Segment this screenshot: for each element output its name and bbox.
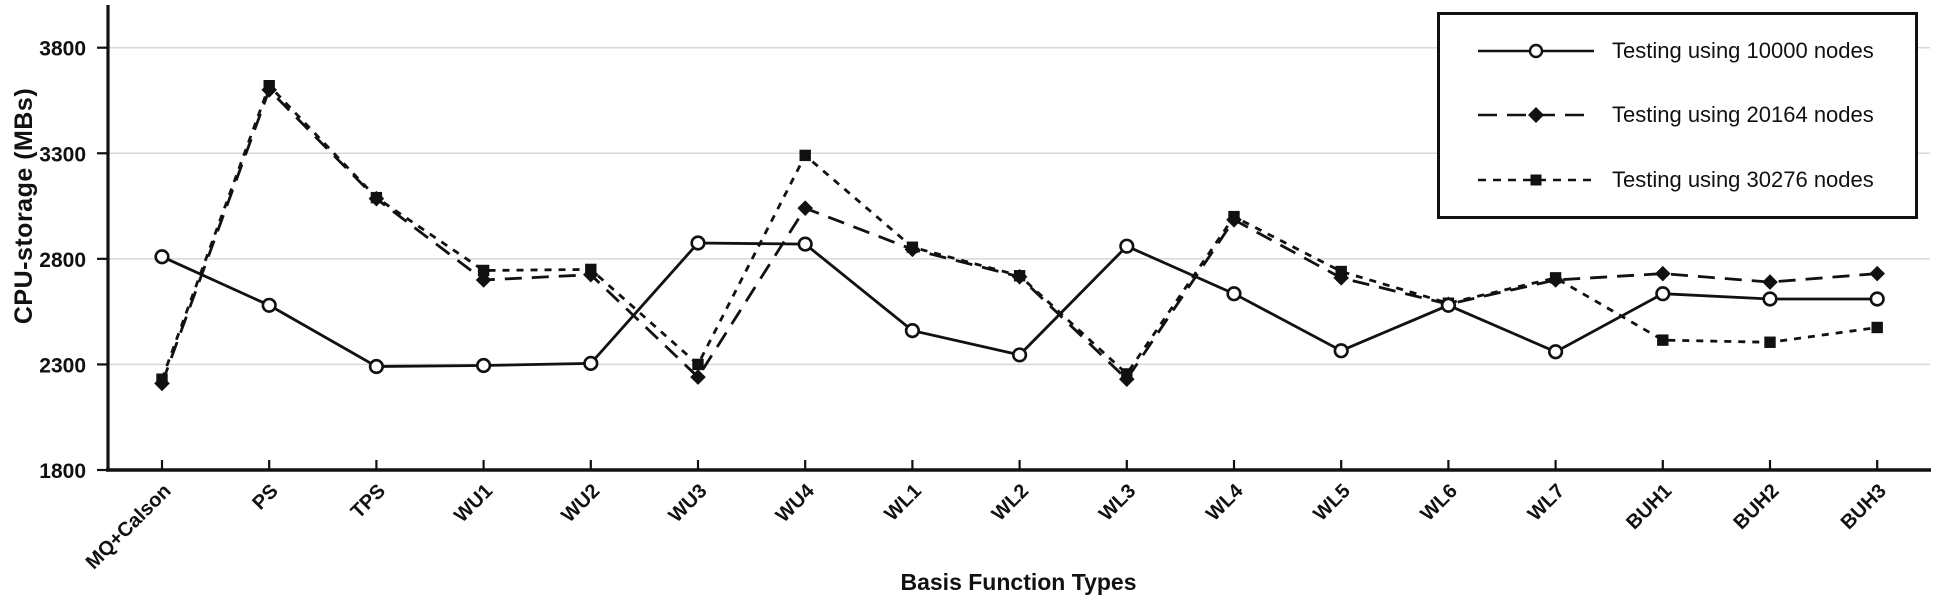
x-tick-label: WL4 xyxy=(1202,479,1248,525)
data-point-diamond xyxy=(1762,274,1778,290)
data-point-circle xyxy=(583,355,599,371)
data-point-square xyxy=(1549,272,1562,284)
x-tick-label: BUH1 xyxy=(1622,480,1676,534)
data-point-diamond xyxy=(797,200,813,216)
long-dash-line-diamond-icon xyxy=(1478,107,1594,124)
x-tick-label: WL7 xyxy=(1524,480,1569,525)
data-point-circle xyxy=(1547,344,1564,360)
y-tick-label: 2300 xyxy=(39,354,86,377)
data-point-square xyxy=(906,241,919,253)
solid-line-open-circle-icon xyxy=(1478,43,1594,59)
x-tick-label: WL1 xyxy=(881,480,926,525)
data-point-circle xyxy=(1119,238,1135,254)
data-point-square xyxy=(1013,270,1026,282)
x-tick-label: PS xyxy=(248,480,282,514)
data-point-circle xyxy=(1011,347,1028,363)
x-tick-label: WU1 xyxy=(450,480,497,527)
data-point-circle xyxy=(476,357,492,374)
legend-item-10000-nodes: Testing using 10000 nodes xyxy=(1476,38,1915,64)
x-tick-label: TPS xyxy=(347,480,390,523)
data-point-square xyxy=(1228,210,1240,223)
x-tick-label: MQ+Calson xyxy=(82,480,176,574)
x-tick-label: WL3 xyxy=(1095,480,1140,525)
data-point-square xyxy=(156,373,168,385)
data-point-square xyxy=(1871,321,1883,334)
data-point-square xyxy=(799,149,811,162)
x-tick-label: WL5 xyxy=(1309,480,1354,525)
data-point-square xyxy=(1657,334,1669,346)
x-tick-label: BUH2 xyxy=(1729,480,1783,534)
x-tick-label: WL2 xyxy=(988,480,1033,525)
data-point-circle xyxy=(368,358,385,375)
legend-label: Testing using 30276 nodes xyxy=(1612,166,1874,192)
data-point-square xyxy=(370,191,383,204)
data-point-circle xyxy=(1869,291,1885,307)
y-tick-label: 3800 xyxy=(39,38,86,61)
data-point-circle xyxy=(1333,343,1349,359)
data-point-diamond xyxy=(1655,265,1671,282)
data-point-square xyxy=(1335,265,1347,278)
data-point-circle xyxy=(1762,291,1778,307)
data-point-square xyxy=(1764,336,1776,348)
y-tick-label: 3300 xyxy=(39,143,86,166)
legend-label: Testing using 20164 nodes xyxy=(1612,102,1874,128)
legend-item-20164-nodes: Testing using 20164 nodes xyxy=(1476,102,1915,128)
data-point-circle xyxy=(690,235,706,251)
data-point-square xyxy=(1121,368,1133,380)
data-point-diamond xyxy=(690,369,706,385)
data-point-square xyxy=(585,263,597,276)
data-point-circle xyxy=(1655,286,1671,302)
data-point-circle xyxy=(1440,297,1456,313)
x-tick-label: BUH3 xyxy=(1837,480,1891,534)
data-point-square xyxy=(477,264,490,277)
data-point-diamond xyxy=(1869,265,1885,282)
data-point-square xyxy=(692,358,704,371)
y-axis-title: CPU-storage (MBs) xyxy=(10,87,38,325)
data-point-circle xyxy=(904,323,921,339)
legend-item-30276-nodes: Testing using 30276 nodes xyxy=(1476,167,1915,193)
short-dash-line-square-icon xyxy=(1478,174,1594,186)
x-tick-label: WU4 xyxy=(772,479,820,527)
y-tick-label: 2800 xyxy=(39,249,86,272)
x-tick-label: WU3 xyxy=(665,480,712,527)
legend-label: Testing using 10000 nodes xyxy=(1612,38,1874,64)
data-point-circle xyxy=(154,249,170,265)
y-tick-label: 1800 xyxy=(39,460,86,483)
data-point-circle xyxy=(797,236,813,252)
x-tick-label: WU2 xyxy=(557,480,604,527)
data-point-circle xyxy=(261,297,277,313)
legend: Testing using 10000 nodes Testing using … xyxy=(1437,12,1918,219)
x-axis-title: Basis Function Types xyxy=(900,569,1137,595)
data-point-square xyxy=(263,80,275,92)
x-tick-label: WL6 xyxy=(1417,480,1462,525)
data-point-circle xyxy=(1226,286,1242,302)
